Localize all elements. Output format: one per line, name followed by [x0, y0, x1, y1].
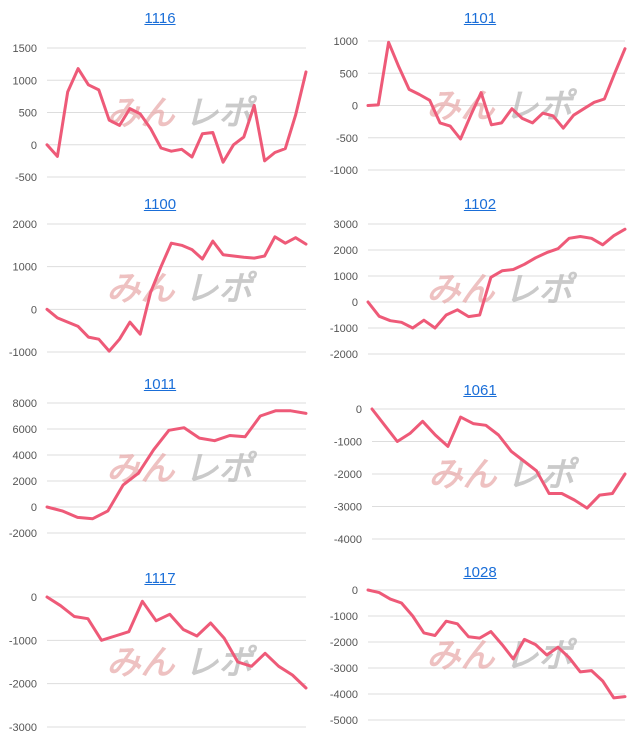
y-tick-label: -2000: [9, 528, 37, 540]
watermark: みん レポ: [429, 455, 580, 495]
y-tick-label: -1000: [9, 347, 37, 359]
y-tick-label: 0: [31, 502, 37, 514]
y-tick-label: -1000: [330, 323, 358, 335]
line-chart: 2000 1000 0 -1000 みん レポ: [9, 219, 308, 359]
chart-title-link[interactable]: 1101: [463, 10, 497, 27]
series-line: [370, 407, 627, 510]
chart-title-link[interactable]: 1100: [143, 196, 177, 213]
y-tick-label: 6000: [13, 424, 37, 436]
y-tick-label: 0: [31, 592, 37, 604]
series-line: [366, 227, 627, 330]
y-tick-label: 1000: [334, 271, 358, 283]
y-tick-label: 2000: [13, 476, 37, 488]
series-line: [45, 67, 308, 164]
y-tick-label: 500: [340, 68, 358, 80]
chart-panel-1011: 1011 8000 6000 4000 2000 0 -2000 みん レポ: [0, 376, 320, 548]
chart-title-link[interactable]: 1102: [463, 196, 497, 213]
y-tick-label: -5000: [330, 715, 358, 727]
watermark-text: レポ: [507, 455, 580, 495]
y-tick-label: -2000: [330, 349, 358, 361]
y-tick-label: 0: [352, 297, 358, 309]
y-tick-label: -2000: [330, 637, 358, 649]
y-tick-label: 0: [31, 140, 37, 152]
y-tick-label: 8000: [13, 398, 37, 410]
y-tick-label: 1000: [13, 262, 37, 274]
series-line: [366, 588, 627, 700]
y-tick-label: -1000: [330, 165, 358, 177]
y-tick-label: 0: [352, 585, 358, 597]
y-tick-label: -1000: [9, 635, 37, 647]
line-chart: 3000 2000 1000 0 -1000 -2000 みん レポ: [330, 219, 627, 361]
watermark-text: レポ: [505, 270, 578, 310]
chart-panel-1101: 1101 1000 500 0 -500 -1000 みん レポ: [320, 10, 640, 182]
y-tick-label: -500: [15, 172, 37, 184]
chart-panel-1116: 1116 1500 1000 500 0 -500 みん レポ: [0, 10, 320, 184]
watermark-text: レポ: [185, 449, 258, 489]
y-tick-label: -2000: [334, 469, 362, 481]
watermark-text: みん: [107, 643, 176, 683]
y-tick-label: 3000: [334, 219, 358, 231]
watermark-text: みん: [427, 270, 496, 310]
series-line: [366, 40, 627, 141]
chart-title-link[interactable]: 1028: [463, 564, 497, 581]
chart-title-link[interactable]: 1061: [463, 382, 497, 399]
watermark-text: レポ: [185, 643, 258, 683]
y-tick-label: 1500: [13, 43, 37, 55]
series-line: [45, 235, 308, 353]
watermark-text: みん: [107, 269, 176, 309]
chart-title-link[interactable]: 1117: [144, 570, 176, 587]
line-chart: 1000 500 0 -500 -1000 みん レポ: [330, 36, 627, 177]
watermark-text: レポ: [185, 269, 258, 309]
watermark: みん レポ: [107, 643, 258, 683]
chart-panel-1061: 1061 0 -1000 -2000 -3000 -4000 みん レポ: [320, 382, 640, 554]
y-tick-label: -3000: [334, 502, 362, 514]
series-line: [45, 595, 308, 690]
y-tick-label: 0: [352, 101, 358, 113]
watermark-text: レポ: [505, 87, 578, 127]
series-line: [45, 409, 308, 521]
watermark: みん レポ: [107, 449, 258, 489]
y-tick-label: 1000: [13, 75, 37, 87]
y-tick-label: -2000: [9, 679, 37, 691]
y-tick-label: -1000: [334, 437, 362, 449]
y-tick-label: -4000: [330, 689, 358, 701]
chart-panel-1028: 1028 0 -1000 -2000 -3000 -4000 -5000 みん レポ: [320, 564, 640, 742]
y-tick-label: -1000: [330, 611, 358, 623]
y-tick-label: 0: [356, 404, 362, 416]
y-tick-label: 2000: [13, 219, 37, 231]
line-chart: 0 -1000 -2000 -3000 みん レポ: [9, 592, 308, 734]
y-tick-label: -500: [336, 133, 358, 145]
y-tick-label: 0: [31, 304, 37, 316]
chart-title-link[interactable]: 1011: [143, 376, 177, 393]
chart-title-link[interactable]: 1116: [144, 10, 176, 27]
watermark-text: みん: [427, 636, 496, 676]
watermark: みん レポ: [107, 94, 258, 134]
watermark-text: みん: [429, 455, 498, 495]
watermark-text: レポ: [185, 94, 258, 134]
y-tick-label: 500: [19, 108, 37, 120]
chart-panel-1102: 1102 3000 2000 1000 0 -1000 -2000 みん レポ: [320, 196, 640, 368]
chart-panel-1117: 1117 0 -1000 -2000 -3000 みん レポ: [0, 570, 320, 742]
watermark: みん レポ: [107, 269, 258, 309]
y-tick-label: -3000: [9, 722, 37, 734]
chart-panel-1100: 1100 2000 1000 0 -1000 みん レポ: [0, 196, 320, 368]
line-chart: 1500 1000 500 0 -500 みん レポ: [13, 43, 308, 184]
y-tick-label: 2000: [334, 245, 358, 257]
y-tick-label: 1000: [334, 36, 358, 48]
y-tick-label: -4000: [334, 534, 362, 546]
y-tick-label: -3000: [330, 663, 358, 675]
line-chart: 8000 6000 4000 2000 0 -2000 みん レポ: [9, 398, 308, 540]
watermark: みん レポ: [427, 87, 578, 127]
y-tick-label: 4000: [13, 450, 37, 462]
line-chart: 0 -1000 -2000 -3000 -4000 みん レポ: [334, 404, 627, 546]
